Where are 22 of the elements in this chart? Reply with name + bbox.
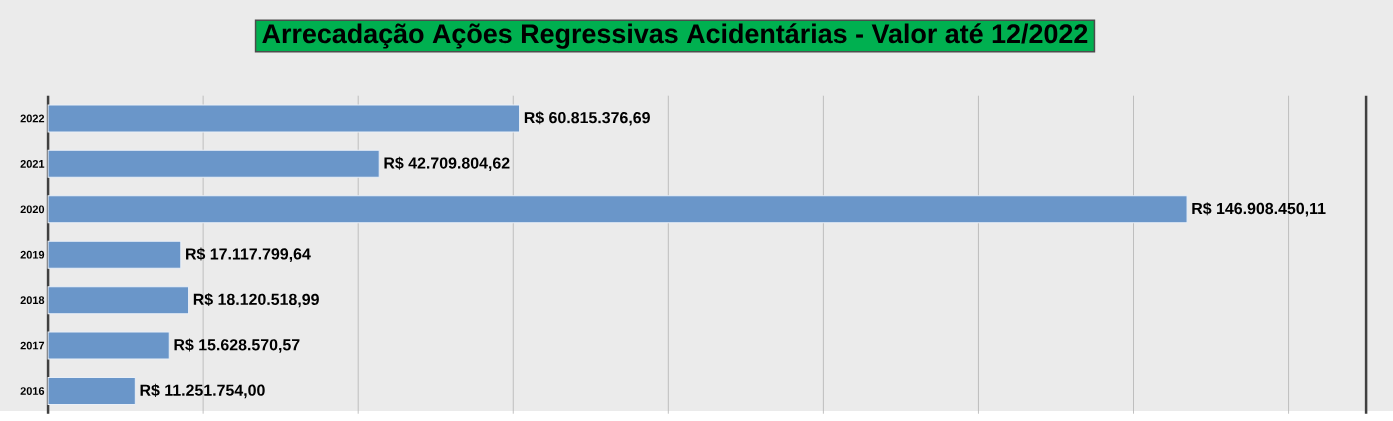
data-label: R$ 146.908.450,11	[1192, 202, 1326, 217]
data-label: R$ 15.628.570,57	[174, 338, 300, 353]
y-tick-label: 2016	[20, 387, 45, 396]
y-tick-label: 2017	[20, 341, 45, 350]
y-tick-label: 2019	[20, 251, 45, 259]
data-label: R$ 18.120.518,99	[193, 293, 319, 308]
y-tick-label: 2022	[20, 114, 45, 123]
chart-title: Arrecadação Ações Regressivas Acidentárias - Valor até 12/2022	[262, 23, 1088, 49]
bar	[47, 104, 521, 133]
data-label: R$ 42.709.804,62	[384, 156, 510, 172]
bar	[47, 150, 380, 179]
bar	[47, 377, 136, 406]
y-tick-label: 2021	[20, 160, 45, 168]
y-tick-label: 2018	[20, 296, 45, 305]
bar	[47, 286, 190, 315]
bar	[47, 240, 182, 269]
data-label: R$ 60.815.376,69	[524, 111, 650, 126]
data-label: R$ 11.251.754,00	[140, 384, 265, 399]
bar	[47, 195, 1188, 224]
y-tick-label: 2020	[20, 205, 45, 214]
data-label: R$ 17.117.799,64	[186, 247, 311, 263]
bar	[47, 331, 170, 360]
